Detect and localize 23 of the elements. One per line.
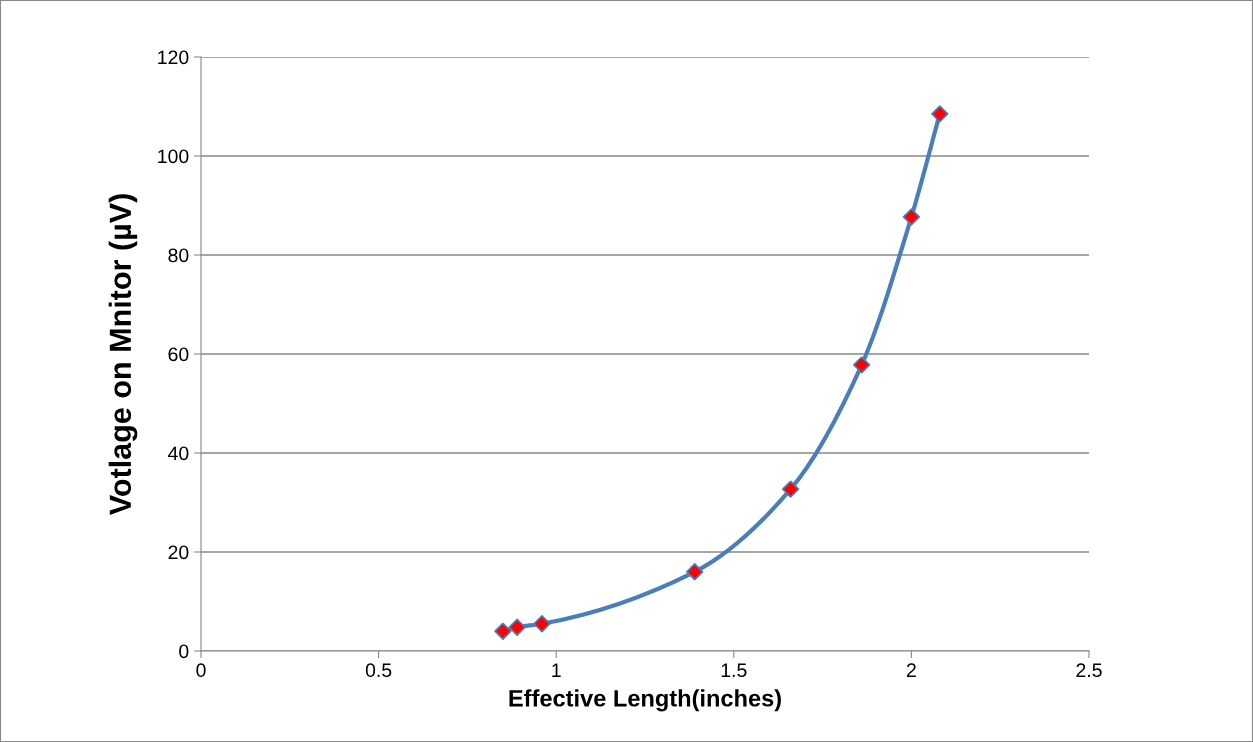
x-tick-label: 0 (196, 663, 206, 678)
x-tick-label: 1 (552, 663, 561, 677)
y-tick-label: 120 (158, 50, 189, 65)
y-tick-label: 60 (168, 347, 189, 362)
y-tick-label: 80 (168, 248, 189, 263)
x-tick-label: 2 (906, 663, 916, 677)
point (494, 622, 512, 640)
y-tick-label: 40 (168, 446, 189, 461)
y-tick-label: 0 (179, 644, 189, 659)
y-tick-label: 100 (158, 149, 189, 164)
point (686, 563, 704, 581)
x-tick-label: 0.5 (365, 663, 392, 678)
point (902, 208, 921, 226)
x-axis-title: Effective Length(inches) (509, 689, 781, 712)
point (781, 480, 800, 498)
point (931, 105, 949, 123)
point (533, 615, 551, 633)
x-tick-label: 1.5 (721, 663, 747, 678)
point (508, 618, 526, 636)
point (852, 356, 871, 374)
y-axis-title: Votlage on Mnitor (µV) (108, 194, 138, 516)
y-tick-label: 20 (168, 545, 189, 560)
x-tick-label: 2.5 (1076, 663, 1102, 678)
